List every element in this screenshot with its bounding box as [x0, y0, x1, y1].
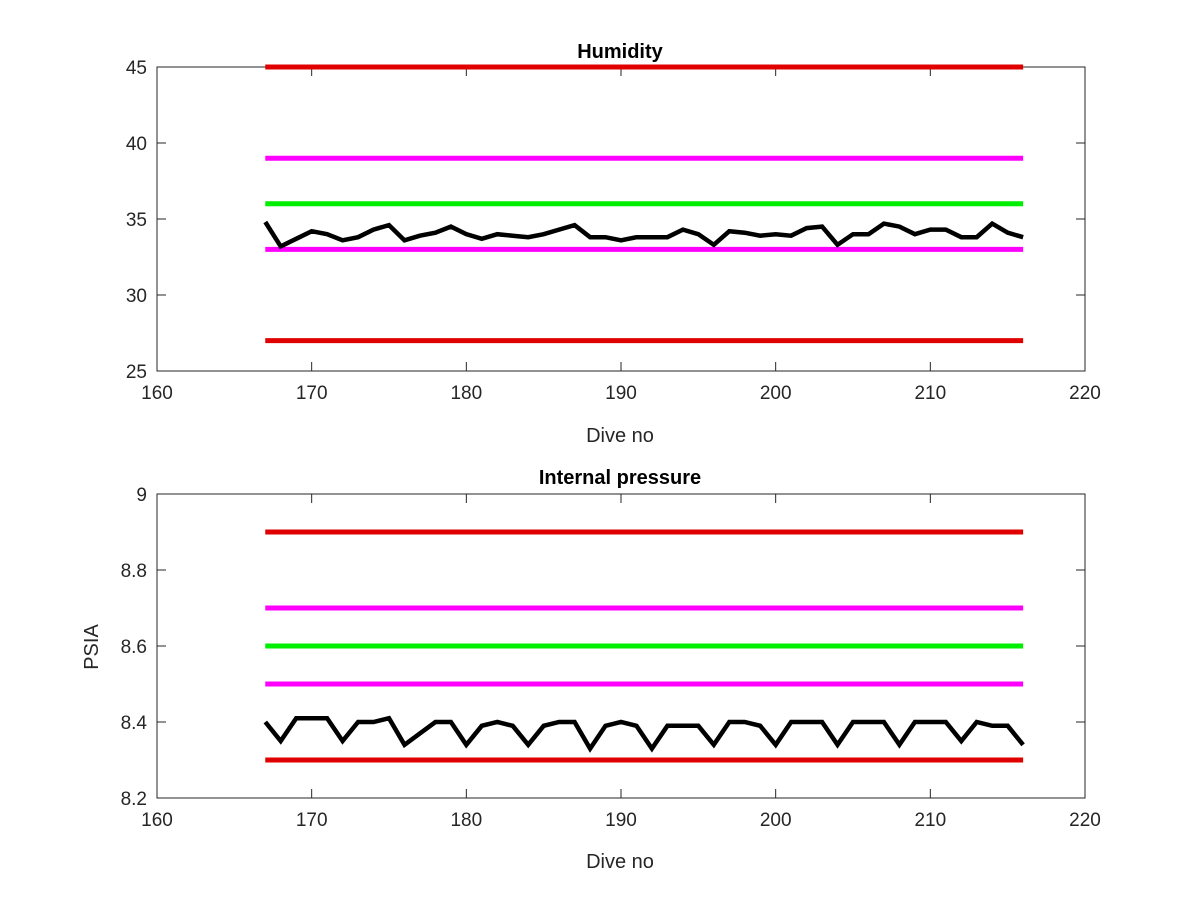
y-tick-label: 25	[126, 362, 147, 383]
x-tick-label: 190	[605, 383, 637, 404]
axes-box	[156, 66, 1086, 372]
chart-title: Internal pressure	[539, 467, 701, 489]
y-tick-label: 8.2	[121, 789, 147, 810]
y-tick-label: 8.8	[121, 561, 147, 582]
data-line	[263, 715, 1025, 753]
y-tick-label: 30	[126, 286, 147, 307]
y-axis-label: PSIA	[81, 624, 103, 670]
x-tick-label: 160	[141, 810, 173, 831]
x-tick-label: 210	[914, 383, 946, 404]
y-tick-label: 35	[126, 210, 147, 231]
y-tick-label: 8.4	[121, 713, 148, 734]
data-line	[263, 220, 1024, 250]
y-tick-label: 8.6	[121, 637, 147, 658]
x-axis-label: Dive no	[586, 851, 654, 873]
y-tick-label: 45	[126, 58, 147, 79]
x-tick-label: 160	[141, 383, 173, 404]
internal-pressure-panel: Internal pressure Dive no PSIA 160 170 180…	[81, 467, 1101, 873]
humidity-panel: Humidity Dive no 160 170 180 190 200 210 220 25…	[126, 41, 1101, 447]
x-tick-label: 180	[450, 383, 482, 404]
x-tick-label: 200	[760, 383, 792, 404]
x-tick-label: 180	[450, 810, 482, 831]
x-tick-label: 170	[296, 810, 328, 831]
x-axis-label: Dive no	[586, 425, 654, 447]
y-tick-label: 40	[126, 134, 147, 155]
x-tick-label: 190	[605, 810, 637, 831]
x-tick-label: 170	[296, 383, 328, 404]
x-tick-label: 200	[760, 810, 792, 831]
chart-title: Humidity	[577, 41, 663, 63]
x-tick-label: 220	[1069, 810, 1101, 831]
y-tick-label: 9	[136, 485, 147, 506]
x-tick-label: 210	[914, 810, 946, 831]
x-tick-label: 220	[1069, 383, 1101, 404]
